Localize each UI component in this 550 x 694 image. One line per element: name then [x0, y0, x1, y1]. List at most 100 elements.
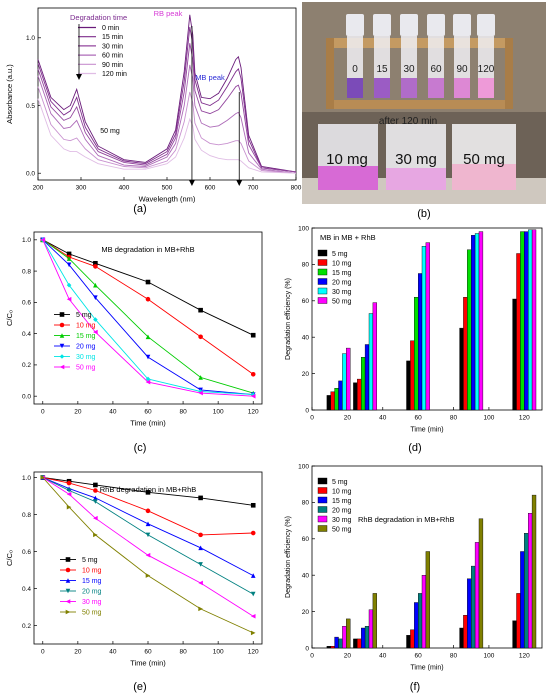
legend-label: 20 mg — [82, 589, 102, 596]
y-tick-label: 0.8 — [22, 268, 31, 275]
y-tick-label: 100 — [298, 463, 309, 470]
legend-swatch — [317, 278, 328, 285]
bar — [528, 513, 533, 649]
x-tick-label: 20 — [74, 409, 82, 416]
bar — [524, 533, 529, 649]
data-point — [65, 609, 71, 615]
bar — [353, 638, 358, 649]
beaker-middle — [386, 124, 446, 190]
series-line — [42, 239, 254, 396]
data-point — [145, 521, 151, 527]
data-point — [250, 591, 256, 597]
legend-label: 15 mg — [82, 578, 102, 585]
x-tick-label: 200 — [33, 185, 44, 192]
y-tick-label: 60 — [302, 536, 310, 543]
x-axis-label: Time (min) — [130, 659, 166, 668]
bar — [410, 340, 415, 411]
tube-labels: 0 15 30 60 90 120 — [352, 64, 495, 75]
bar — [421, 575, 427, 649]
tube-label: 90 — [456, 64, 468, 75]
bar — [531, 229, 537, 411]
series-line — [42, 239, 254, 336]
tube-liquid — [401, 78, 417, 98]
data-point — [198, 307, 203, 313]
data-point — [145, 508, 151, 514]
y-tick-label: 100 — [298, 225, 309, 232]
data-point — [250, 613, 256, 619]
legend-label: 90 min — [102, 62, 123, 69]
legend-swatch — [317, 515, 328, 523]
data-point — [250, 371, 256, 377]
annotation-label: 50 mg — [100, 128, 120, 135]
legend-label: 30 mg — [332, 517, 352, 524]
x-axis-label: Time (min) — [410, 427, 443, 434]
bar — [364, 626, 370, 649]
legend-swatch — [317, 268, 328, 276]
data-point — [93, 495, 98, 501]
data-point — [66, 256, 72, 261]
x-tick-label: 0 — [41, 409, 45, 416]
legend-label: 10 mg — [76, 323, 96, 330]
series-line — [42, 477, 254, 506]
legend-label: 15 mg — [76, 333, 96, 340]
legend-swatch — [317, 297, 328, 304]
beaker-label: 10 mg — [326, 151, 368, 168]
x-tick-label: 0 — [310, 415, 314, 422]
legend-swatch — [317, 477, 328, 485]
legend-label: 15 mg — [332, 498, 352, 505]
tube-label: 0 — [352, 64, 358, 75]
tube-label: 30 — [403, 64, 415, 75]
data-point — [66, 488, 72, 493]
data-point — [40, 475, 46, 480]
arrow-head — [76, 74, 82, 80]
panel-label-c: (c) — [134, 442, 147, 454]
series-line — [42, 477, 254, 634]
bar — [516, 593, 521, 649]
legend-label: 30 mg — [76, 354, 96, 361]
x-tick-label: 40 — [109, 649, 117, 656]
tube-rack-bottom — [326, 100, 512, 109]
y-tick-label: 20 — [302, 371, 310, 378]
series-line — [42, 477, 254, 576]
data-point — [198, 375, 203, 380]
legend-label: 10 mg — [82, 568, 102, 575]
panel-label-f: (f) — [410, 681, 420, 693]
bar — [372, 593, 377, 649]
data-point — [59, 333, 65, 338]
x-tick-label: 20 — [74, 649, 82, 656]
tube-label: 15 — [376, 64, 388, 75]
x-tick-label: 60 — [415, 653, 423, 660]
data-point — [66, 491, 72, 497]
data-point — [198, 334, 203, 340]
bar — [364, 344, 370, 411]
data-point — [66, 282, 72, 288]
bar — [410, 629, 415, 649]
data-point — [198, 606, 203, 612]
tube-cap — [346, 14, 364, 36]
bar — [357, 638, 362, 649]
x-tick-label: 100 — [213, 649, 224, 656]
tube-label: 120 — [478, 64, 495, 75]
legend-label: 30 min — [102, 43, 123, 50]
test-tubes — [346, 14, 495, 98]
chart-title: MB in MB + RhB — [320, 233, 376, 242]
spectrum-line — [37, 64, 297, 174]
bar — [467, 578, 472, 649]
bar — [406, 635, 411, 649]
data-point — [145, 334, 151, 340]
bar — [357, 378, 362, 411]
tube-rack-side-right — [505, 38, 513, 109]
bar — [524, 231, 529, 411]
tube-cap — [427, 14, 445, 36]
bar — [459, 627, 464, 649]
x-tick-label: 0 — [41, 649, 45, 656]
chart-title: RhB degradation in MB+RhB — [100, 485, 197, 494]
legend-swatch — [317, 496, 328, 504]
bar — [338, 638, 343, 649]
beaker-label: 30 mg — [395, 151, 437, 168]
bar — [338, 380, 343, 411]
panel-label-a: (a) — [133, 203, 146, 215]
x-tick-label: 80 — [179, 649, 187, 656]
bar — [425, 551, 430, 649]
legend-label: 5 mg — [332, 479, 348, 486]
